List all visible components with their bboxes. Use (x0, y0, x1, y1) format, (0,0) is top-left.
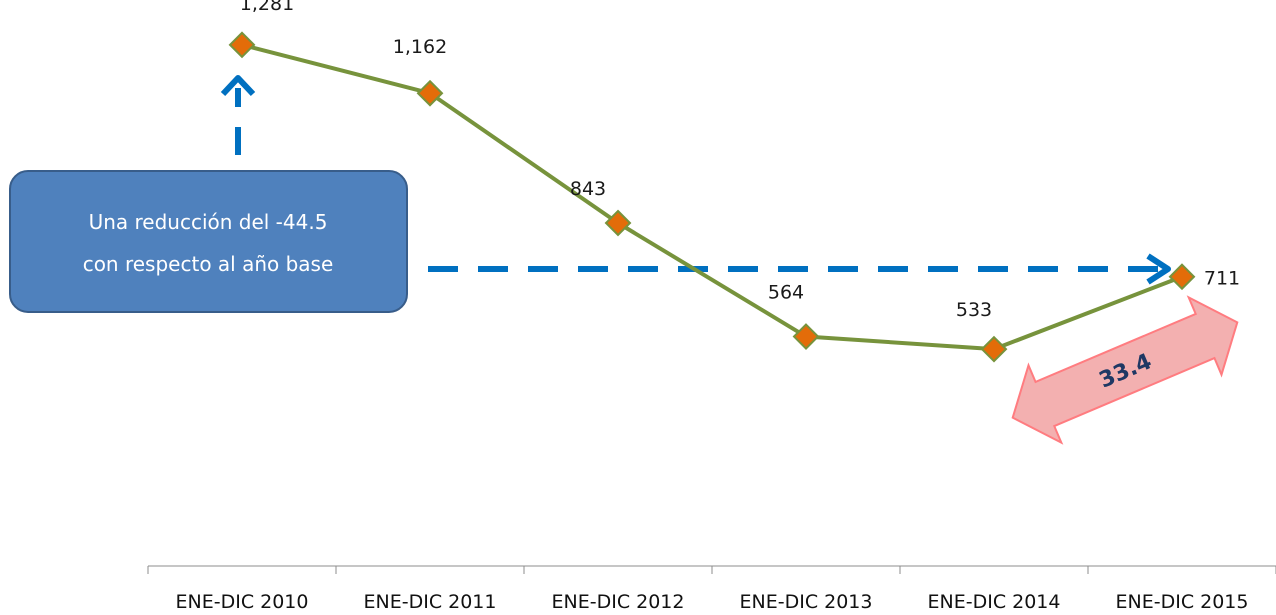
x-tick-label: ENE-DIC 2015 (1116, 591, 1249, 613)
data-point (980, 335, 1008, 363)
x-tick-label: ENE-DIC 2012 (552, 591, 685, 613)
data-label: 843 (570, 178, 606, 200)
callout-line-1: Una reducción del -44.5 (89, 210, 328, 234)
horizontal-arrow-head (1146, 253, 1171, 285)
x-tick-label: ENE-DIC 2011 (364, 591, 497, 613)
difference-arrow: 33.4 (1011, 295, 1239, 445)
callout-line-2: con respecto al año base (83, 252, 334, 276)
callout-box (9, 170, 408, 313)
x-axis-ticks (147, 566, 1276, 574)
data-point (792, 323, 820, 350)
x-tick-label: ENE-DIC 2010 (176, 591, 309, 613)
double-arrow-shape (1011, 295, 1239, 445)
data-label: 1,281 (240, 0, 294, 15)
reduction-arrows (220, 75, 1171, 285)
series-path (241, 42, 1183, 352)
x-axis-labels: ENE-DIC 2010 ENE-DIC 2011 ENE-DIC 2012 ENE-… (176, 591, 1249, 613)
reduction-callout: Una reducción del -44.5 con respecto al … (9, 170, 408, 313)
x-tick-label: ENE-DIC 2013 (740, 591, 873, 613)
series-line: 1,281 1,162 843 564 533 711 (228, 0, 1240, 363)
data-label: 1,162 (393, 36, 447, 58)
data-point (604, 209, 632, 237)
data-point (1168, 263, 1196, 291)
data-point (228, 31, 256, 59)
data-label: 711 (1204, 268, 1240, 290)
data-label: 533 (956, 299, 992, 321)
data-point (416, 79, 444, 107)
x-axis: ENE-DIC 2010 ENE-DIC 2011 ENE-DIC 2012 ENE-… (147, 565, 1276, 613)
data-label: 564 (768, 282, 804, 304)
vertical-arrow-head (220, 75, 256, 97)
x-tick-label: ENE-DIC 2014 (928, 591, 1061, 613)
